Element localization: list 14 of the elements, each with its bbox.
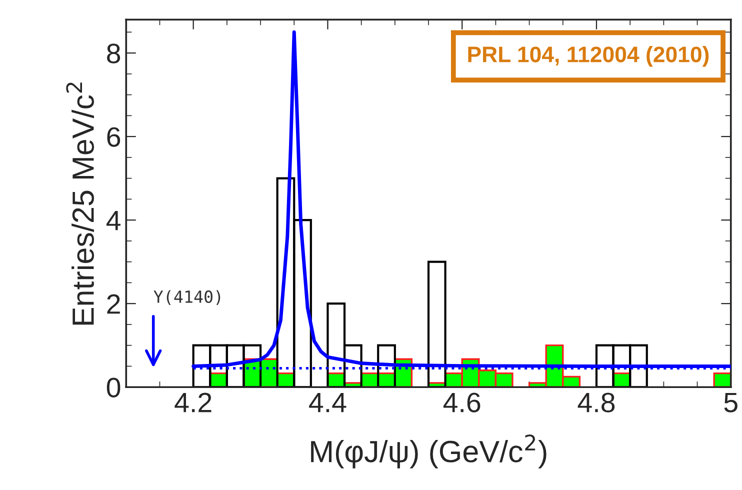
annotation: Y(4140)	[154, 290, 220, 305]
y-tick-label: 0	[106, 378, 120, 398]
x-tick-label: 4.6	[443, 392, 480, 412]
y-tick-label: 2	[107, 294, 120, 314]
x-axis-title: M(φJ/ψ) (GeV/c$^{2}$)	[311, 434, 546, 468]
x-tick-label: 4.4	[309, 392, 346, 412]
annotation: PRL 104, 112004 (2010)	[468, 46, 709, 67]
y-tick-label: 4	[106, 211, 120, 230]
x-tick-label: 5	[724, 392, 738, 412]
y-tick-label: 6	[107, 127, 120, 147]
x-tick-label: 4.8	[578, 392, 615, 412]
x-tick-label: 4.2	[174, 392, 212, 412]
y-axis-title: Entries/25 MeV/c$^{2}$	[66, 82, 94, 325]
y-tick-label: 8	[107, 44, 120, 64]
